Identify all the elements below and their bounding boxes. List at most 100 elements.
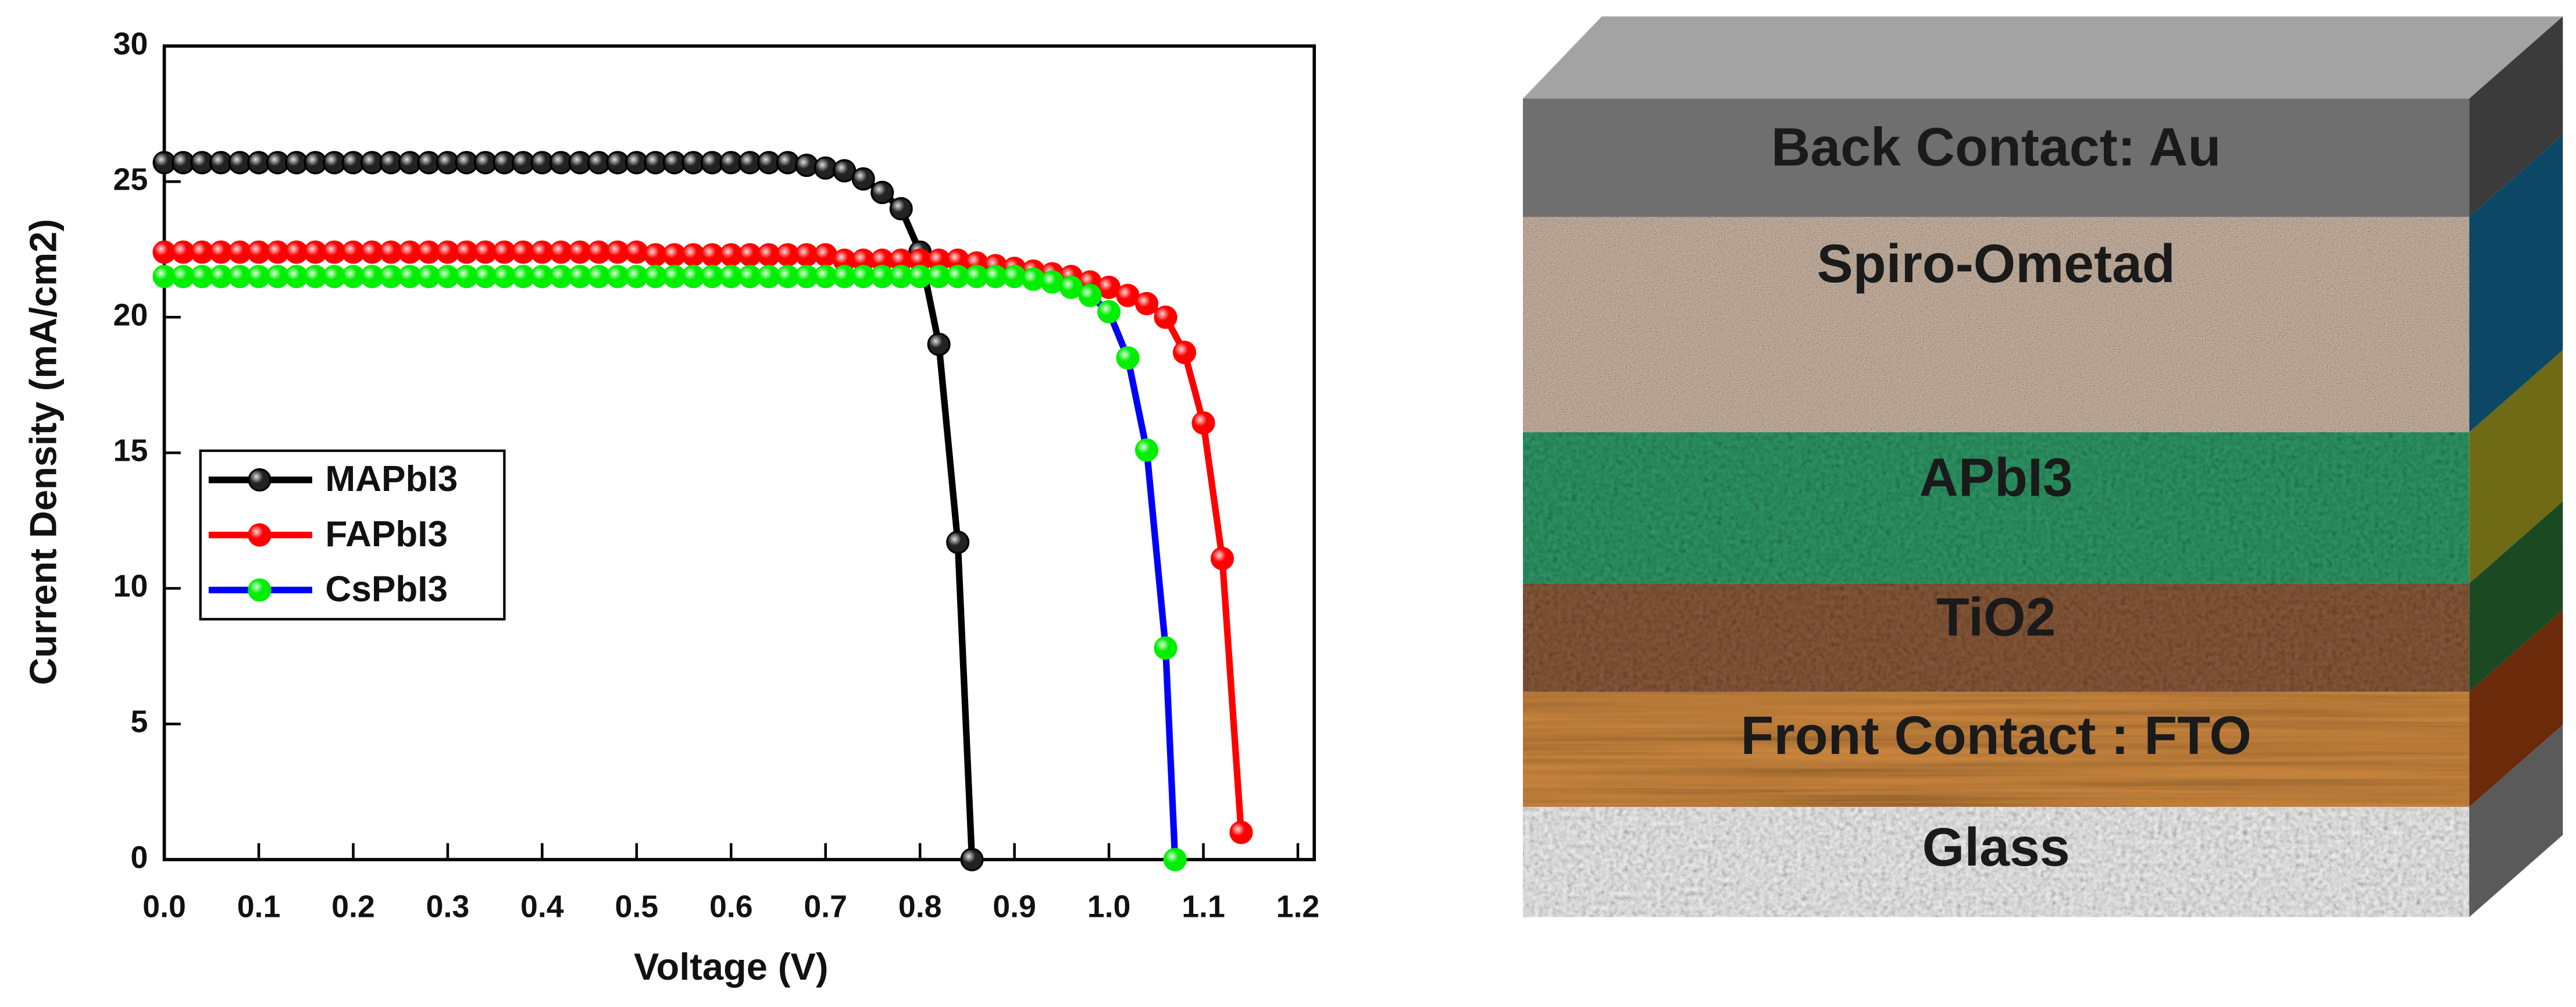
marker-shine [588,241,610,263]
marker-shine [720,244,742,266]
marker-shine [815,265,837,287]
marker-shine [342,241,364,263]
marker [248,468,272,492]
marker-shine [474,152,497,173]
marker-shine [267,265,288,287]
marker-shine [267,241,288,263]
marker [266,240,290,264]
marker [1116,346,1140,370]
x-tick-label: 0.2 [331,889,375,924]
marker-shine [795,244,818,266]
marker-shine [154,265,175,287]
marker-shine [663,152,686,173]
marker [530,265,554,289]
marker [171,240,195,264]
layer [1523,216,2470,433]
marker-shine [720,265,742,287]
marker-shine [474,265,497,287]
marker [417,265,441,289]
marker-shine [342,265,364,287]
marker-shine [833,250,855,271]
marker-shine [286,152,308,173]
marker [436,265,459,289]
marker-shine [961,849,983,870]
side-face [2469,724,2563,917]
marker [530,151,554,175]
marker-shine [682,265,704,287]
marker [870,180,894,204]
marker [946,531,970,554]
marker-shine [701,244,723,266]
layer [1523,692,2470,807]
marker-shine [399,241,421,263]
marker-shine [172,152,194,173]
marker [606,151,630,175]
y-tick-label: 5 [130,704,148,739]
marker [776,151,800,175]
marker [814,265,837,289]
marker-shine [494,265,515,287]
marker-shine [474,241,497,263]
marker-shine [739,265,761,287]
marker-shine [323,265,345,287]
marker-shine [191,241,213,263]
marker-shine [947,250,969,271]
side-face [2469,610,2563,807]
marker-shine [418,265,440,287]
marker [946,248,970,272]
marker [662,265,686,289]
marker-shine [550,152,572,173]
marker [417,151,441,175]
marker [889,197,913,220]
marker [814,156,837,180]
marker-shine [1164,849,1186,870]
marker-shine [1155,306,1176,328]
marker-shine [550,241,572,263]
marker-shine [210,241,232,263]
y-axis-title: Current Density (mA/cm2) [22,219,64,685]
marker-shine [437,152,459,173]
side-face [2469,501,2563,692]
marker [322,151,347,175]
marker [889,248,913,272]
marker-shine [248,152,270,173]
marker [1163,848,1187,871]
marker [587,151,611,175]
marker-shine [456,241,477,263]
marker [1210,547,1235,571]
x-tick-label: 0.5 [615,889,659,924]
marker-shine [701,152,723,173]
marker-shine [966,265,987,287]
marker [984,265,1008,289]
marker-shine [984,265,1007,287]
marker-shine [456,152,477,173]
marker [228,265,252,289]
marker-shine [342,152,364,173]
marker-shine [437,241,459,263]
marker [171,151,195,175]
marker [530,240,554,264]
marker [1134,438,1159,462]
marker [190,240,214,264]
marker-shine [1004,265,1025,287]
marker [152,265,176,289]
x-tick-label: 1.2 [1276,889,1320,924]
marker [1172,340,1197,364]
jv-chart: Voltage (V) Current Density (mA/cm2) 0.0… [22,26,1319,988]
marker-shine [229,152,251,173]
marker-shine [758,265,780,287]
x-tick-label: 0.7 [804,889,847,924]
marker-shine [758,152,780,173]
legend-label: CsPbI3 [325,569,448,609]
marker [304,265,327,289]
legend-label: MAPbI3 [325,459,458,499]
marker-shine [249,524,270,546]
marker [1097,300,1121,323]
x-tick-label: 0.3 [426,889,470,924]
marker-shine [833,160,855,182]
marker-shine [249,469,270,491]
marker-shine [644,152,666,173]
marker-shine [777,265,799,287]
marker-shine [682,244,704,266]
